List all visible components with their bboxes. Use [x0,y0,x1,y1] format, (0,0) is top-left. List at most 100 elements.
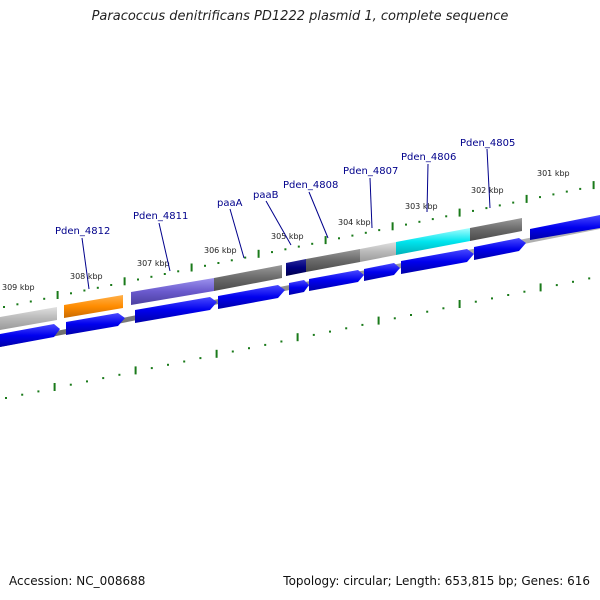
gene-arrow[interactable] [66,313,125,335]
cog-block-cyan[interactable] [396,228,470,255]
minor-tick [199,357,202,360]
minor-tick [83,289,86,292]
gene-arrow[interactable] [530,215,600,240]
kbp-label: 304 kbp [338,218,371,227]
minor-tick [431,218,434,221]
gene-arrow[interactable] [474,238,526,260]
cog-block-navy[interactable] [286,259,306,276]
minor-tick [472,209,474,212]
leader-line [308,191,329,239]
minor-tick [284,248,287,251]
outer-tick-track [3,181,595,308]
kbp-scale: 309 kbp 308 kbp 307 kbp 306 kbp 305 kbp … [2,169,570,292]
minor-tick [29,300,32,303]
gene-label-pden-4812[interactable]: Pden_4812 [55,226,110,237]
minor-tick [555,284,558,287]
leader-line [81,237,90,290]
gene-label-paab[interactable]: paaB [253,190,279,201]
gene-arrow[interactable] [135,297,217,323]
minor-tick [21,393,24,396]
forward-gene-track [0,215,600,347]
kbp-label: 306 kbp [204,246,237,255]
minor-tick [572,280,574,283]
cog-band [0,218,522,330]
minor-tick [351,234,354,237]
minor-tick [418,220,421,223]
major-tick [56,291,59,299]
cog-block-darkgray[interactable] [470,218,522,241]
minor-tick [345,327,348,330]
minor-tick [110,284,113,286]
gene-label-pden-4811[interactable]: Pden_4811 [133,211,188,222]
cog-block-darkgray[interactable] [214,265,282,291]
minor-tick [523,290,526,293]
gene-arrow[interactable] [218,285,285,309]
kbp-label: 307 kbp [137,259,170,268]
gene-arrow[interactable] [401,249,474,274]
gene-label-pden-4807[interactable]: Pden_4807 [343,166,398,177]
minor-tick [474,300,477,303]
gene-arrow[interactable] [0,324,60,347]
minor-tick [445,215,448,218]
minor-tick [280,340,283,343]
cog-block-orange[interactable] [64,295,123,318]
major-tick [257,249,260,258]
gene-label-leaders [81,148,491,290]
cog-block-darkgray[interactable] [306,249,360,272]
minor-tick [3,306,5,308]
leader-line [486,148,491,209]
minor-tick [86,380,88,383]
minor-tick [405,223,407,226]
gene-label-paaa[interactable]: paaA [217,198,243,209]
major-tick [458,208,461,217]
kbp-label: 309 kbp [2,283,35,292]
minor-tick [231,350,234,353]
major-tick [592,181,595,190]
gene-label-pden-4806[interactable]: Pden_4806 [401,152,456,163]
minor-tick [137,278,139,281]
major-tick [134,366,137,375]
minor-tick [565,190,568,193]
minor-tick [311,242,314,245]
minor-tick [338,237,340,240]
minor-tick [271,251,273,254]
minor-tick [167,363,169,366]
minor-tick [498,204,501,207]
minor-tick [177,270,180,273]
minor-tick [507,294,510,296]
cog-block-gray[interactable] [360,242,396,262]
minor-tick [118,373,121,376]
minor-tick [491,297,493,300]
cog-block-gray[interactable] [0,307,57,330]
minor-tick [329,330,331,333]
kbp-label: 308 kbp [70,272,103,281]
leader-line [158,222,171,272]
gene-arrow[interactable] [364,263,400,281]
cog-block-purple[interactable] [131,278,214,305]
minor-tick [410,314,412,316]
minor-tick [244,256,247,259]
minor-tick [150,367,153,370]
leader-line [426,163,429,213]
minor-tick [297,245,300,248]
minor-tick [43,297,46,300]
leader-line [229,208,245,259]
kbp-label: 303 kbp [405,202,438,211]
gene-arrow[interactable] [309,270,364,291]
major-tick [391,222,394,231]
kbp-label: 301 kbp [537,169,570,178]
gene-label-pden-4808[interactable]: Pden_4808 [283,180,338,191]
minor-tick [16,303,19,306]
minor-tick [588,277,591,280]
gene-label-pden-4805[interactable]: Pden_4805 [460,138,515,149]
major-tick [123,277,126,286]
major-tick [296,333,299,342]
leader-line [369,177,373,229]
gene-arrow[interactable] [289,280,309,295]
minor-tick [217,262,220,264]
topology-summary: Topology: circular; Length: 653,815 bp; … [283,574,590,588]
minor-tick [230,259,233,262]
minor-tick [150,275,153,278]
minor-tick [264,343,267,346]
